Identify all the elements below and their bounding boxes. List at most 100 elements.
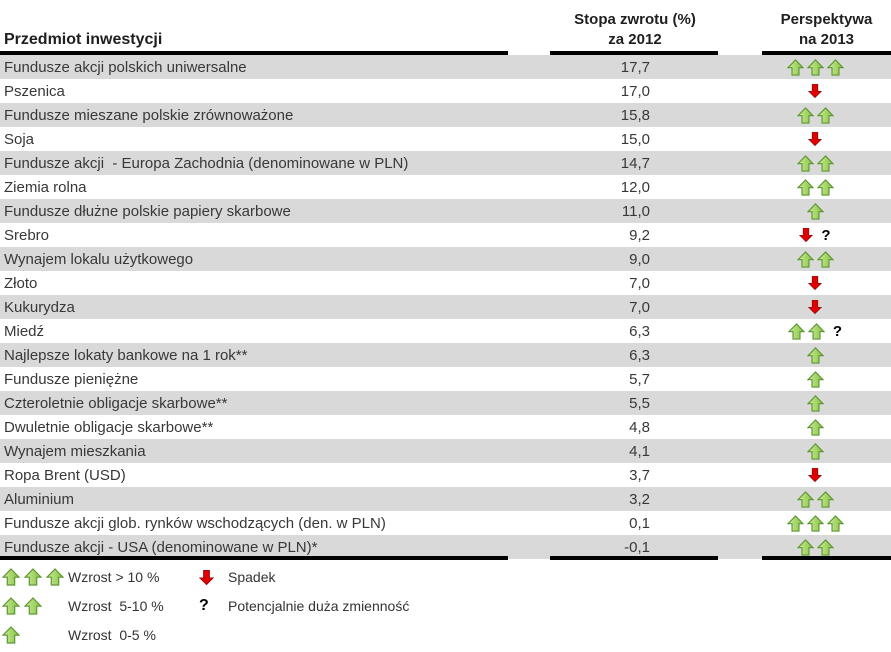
- table-row: Złoto 7,0: [0, 271, 891, 295]
- up-arrow-icon: [787, 322, 805, 340]
- row-perspective-cell: [655, 299, 891, 315]
- row-return-value: 3,2: [629, 490, 650, 508]
- row-label: Soja: [4, 130, 35, 148]
- up-arrow-icon: [796, 538, 814, 556]
- table-row: Fundusze akcji - Europa Zachodnia (denom…: [0, 151, 891, 175]
- question-mark-icon: ?: [832, 322, 843, 340]
- legend-growth-arrows: [2, 596, 42, 616]
- up-arrow-icon: [806, 418, 824, 436]
- row-return-value: 9,0: [629, 250, 650, 268]
- legend-other-label: Potencjalnie duża zmienność: [228, 598, 410, 614]
- row-label: Fundusze pieniężne: [4, 370, 139, 388]
- table-row: Czteroletnie obligacje skarbowe** 5,5: [0, 391, 891, 415]
- legend-question-mark: ?: [199, 596, 209, 616]
- legend-growth-label: Wzrost 0-5 %: [68, 627, 156, 643]
- row-label: Najlepsze lokaty bankowe na 1 rok**: [4, 346, 248, 364]
- row-perspective-cell: [655, 490, 891, 508]
- column-header-stopa-zwrotu-line2: za 2012: [608, 31, 662, 48]
- column-header-stopa-zwrotu-line1: Stopa zwrotu (%): [574, 11, 696, 28]
- table-row: Kukurydza 7,0: [0, 295, 891, 319]
- legend: Wzrost > 10 % Spadek Wzrost 5-10 %? Potencj…: [0, 565, 891, 652]
- column-header-stopa-zwrotu: Stopa zwrotu (%) za 2012: [535, 10, 735, 50]
- up-arrow-icon: [796, 154, 814, 172]
- up-arrow-icon: [806, 394, 824, 412]
- header-underline-col3: [762, 51, 891, 55]
- table-row: Fundusze mieszane polskie zrównoważone 15…: [0, 103, 891, 127]
- row-label: Złoto: [4, 274, 38, 292]
- table-row: Fundusze akcji - USA (denominowane w PLN…: [0, 535, 891, 559]
- row-label: Ropa Brent (USD): [4, 466, 126, 484]
- legend-growth-label: Wzrost > 10 %: [68, 569, 160, 585]
- row-return-value: 11,0: [621, 202, 650, 220]
- up-arrow-icon: [806, 370, 824, 388]
- table-row: Pszenica 17,0: [0, 79, 891, 103]
- table-row: Ziemia rolna 12,0: [0, 175, 891, 199]
- table-bottom-rule-col1: [0, 556, 508, 560]
- row-return-value: -0,1: [624, 538, 650, 556]
- row-perspective-cell: [655, 83, 891, 99]
- legend-row: Wzrost > 10 % Spadek: [0, 567, 891, 587]
- row-label: Miedź: [4, 322, 45, 340]
- up-arrow-icon: [796, 106, 814, 124]
- up-arrow-icon: [816, 490, 834, 508]
- row-perspective-cell: [655, 514, 891, 532]
- row-return-value: 4,8: [629, 418, 650, 436]
- question-mark-icon: ?: [821, 226, 831, 244]
- up-arrow-icon: [816, 538, 834, 556]
- down-arrow-icon: [808, 84, 822, 99]
- row-label: Aluminium: [4, 490, 75, 508]
- table-bottom-rule-col2: [550, 556, 718, 560]
- legend-growth-arrows: [2, 567, 64, 587]
- table-row: Fundusze pieniężne 5,7: [0, 367, 891, 391]
- row-label: Ziemia rolna: [4, 178, 87, 196]
- row-return-value: 9,2: [629, 226, 650, 244]
- up-arrow-icon: [2, 597, 20, 615]
- table-row: Najlepsze lokaty bankowe na 1 rok** 6,3: [0, 343, 891, 367]
- row-perspective-cell: [655, 106, 891, 124]
- row-return-value: 7,0: [629, 298, 650, 316]
- row-perspective-cell: ?: [655, 227, 891, 243]
- row-perspective-cell: [655, 178, 891, 196]
- table-body: Fundusze akcji polskich uniwersalne 17,7 P…: [0, 55, 891, 559]
- down-arrow-icon: [199, 569, 214, 585]
- down-arrow-icon: [808, 300, 822, 315]
- down-arrow-icon: [808, 468, 822, 483]
- up-arrow-icon: [786, 514, 804, 532]
- row-label: Fundusze akcji glob. rynków wschodzących…: [4, 514, 386, 532]
- up-arrow-icon: [2, 626, 20, 644]
- up-arrow-icon: [826, 514, 844, 532]
- row-perspective-cell: [655, 467, 891, 483]
- table-row: Fundusze akcji glob. rynków wschodzących…: [0, 511, 891, 535]
- table-row: Srebro 9,2?: [0, 223, 891, 247]
- row-label: Dwuletnie obligacje skarbowe**: [4, 418, 214, 436]
- row-label: Fundusze akcji polskich uniwersalne: [4, 58, 247, 76]
- up-arrow-icon: [816, 106, 834, 124]
- row-perspective-cell: [655, 131, 891, 147]
- legend-row: Wzrost 0-5 %: [0, 625, 891, 645]
- row-perspective-cell: [655, 154, 891, 172]
- legend-other-label: Spadek: [228, 569, 276, 585]
- table-row: Fundusze akcji polskich uniwersalne 17,7: [0, 55, 891, 79]
- row-perspective-cell: [655, 275, 891, 291]
- row-return-value: 0,1: [629, 514, 650, 532]
- up-arrow-icon: [806, 202, 824, 220]
- up-arrow-icon: [24, 568, 42, 586]
- row-perspective-cell: [655, 250, 891, 268]
- table-bottom-rule-col3: [762, 556, 891, 560]
- row-return-value: 6,3: [629, 322, 650, 340]
- legend-down-arrow: [199, 567, 214, 587]
- up-arrow-icon: [806, 58, 824, 76]
- table-row: Miedź 6,3?: [0, 319, 891, 343]
- up-arrow-icon: [46, 568, 64, 586]
- row-label: Czteroletnie obligacje skarbowe**: [4, 394, 228, 412]
- table-row: Fundusze dłużne polskie papiery skarbowe…: [0, 199, 891, 223]
- legend-row: Wzrost 5-10 %? Potencjalnie duża zmiennoś…: [0, 596, 891, 616]
- table-row: Soja 15,0: [0, 127, 891, 151]
- down-arrow-icon: [799, 228, 814, 243]
- row-return-value: 12,0: [620, 178, 650, 196]
- row-label: Pszenica: [4, 82, 65, 100]
- up-arrow-icon: [816, 154, 834, 172]
- up-arrow-icon: [786, 58, 804, 76]
- up-arrow-icon: [24, 597, 42, 615]
